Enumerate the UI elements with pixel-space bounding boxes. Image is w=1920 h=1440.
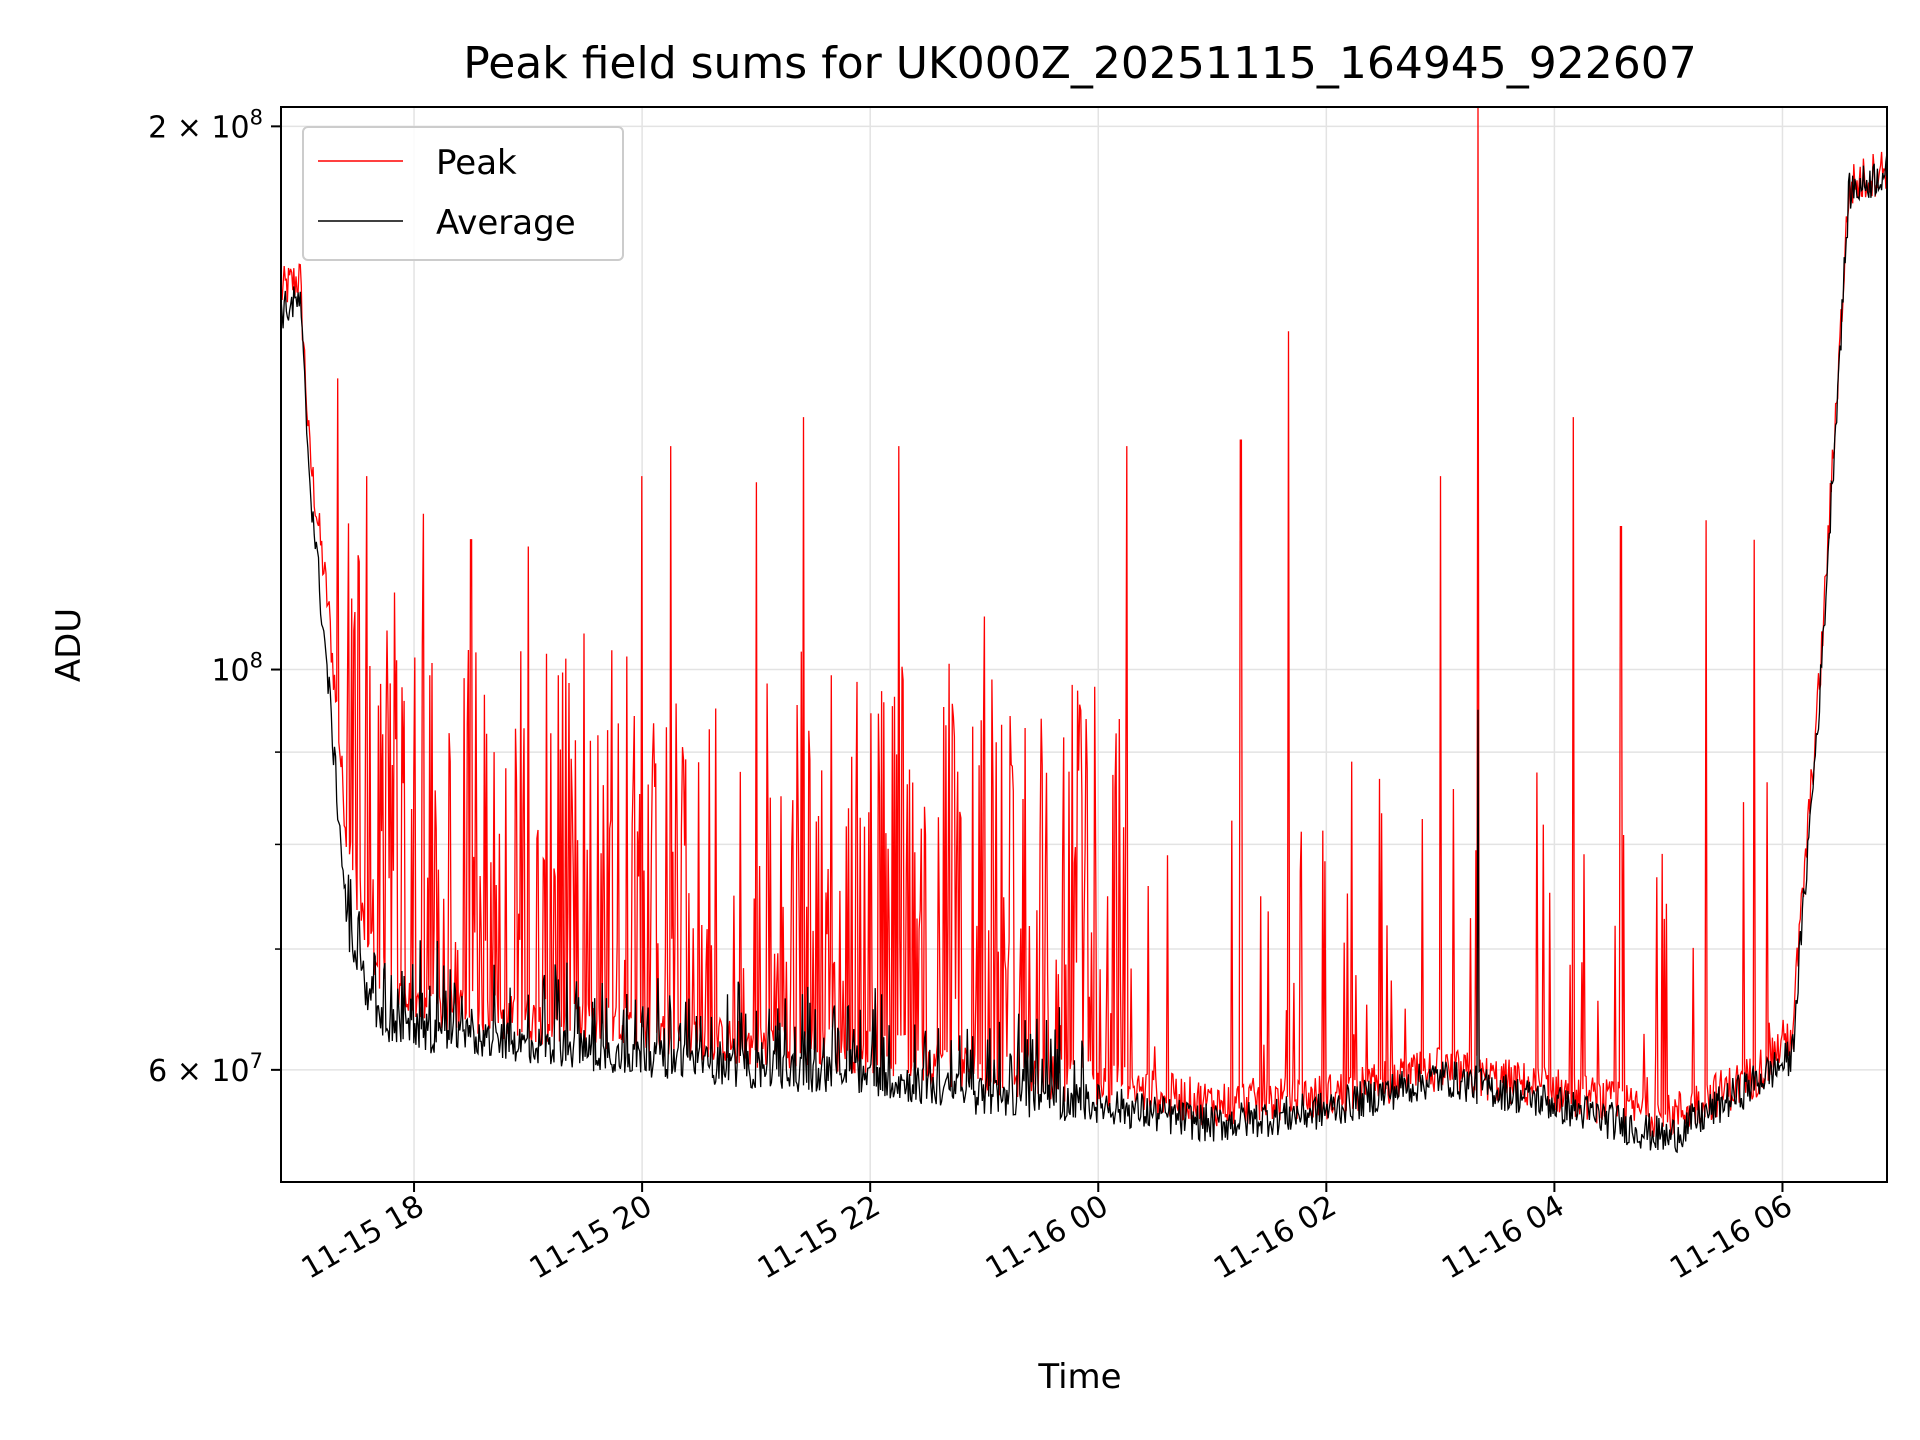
series-layer	[280, 106, 1888, 1154]
legend-average-label: Average	[436, 203, 576, 243]
peak-series-line	[280, 106, 1888, 1138]
average-series-line	[280, 152, 1888, 1154]
legend-peak-label: Peak	[436, 143, 517, 183]
chart-title: Peak field sums for UK000Z_20251115_1649…	[463, 38, 1697, 89]
y-axis-label: ADU	[49, 608, 89, 682]
y-tick-label: 2 × 108	[148, 105, 263, 145]
x-axis-label: Time	[1037, 1357, 1121, 1397]
y-tick-label: 108	[211, 649, 263, 689]
legend: Peak Average	[302, 126, 624, 261]
y-tick-label: 6 × 107	[148, 1049, 263, 1089]
plot-frame	[280, 106, 1888, 1183]
